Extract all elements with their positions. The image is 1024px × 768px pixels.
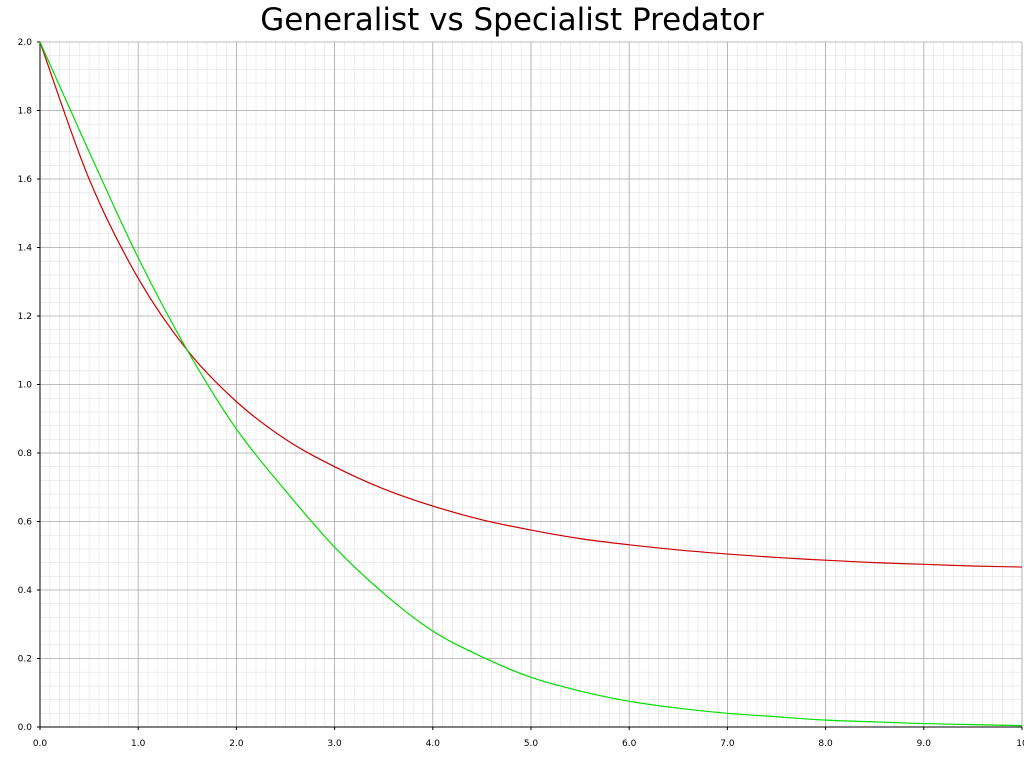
x-tick-label: 0.0 (33, 739, 48, 749)
x-tick-label: 8.0 (818, 739, 833, 749)
series-lines (39, 41, 1023, 727)
x-tick-label: 3.0 (327, 739, 342, 749)
y-tick-label: 1.6 (18, 175, 33, 185)
y-tick-label: 0.6 (18, 518, 33, 528)
y-tick-label: 1.2 (18, 312, 32, 322)
y-tick-label: 1.4 (18, 244, 33, 254)
y-tick-label: 1.0 (18, 381, 33, 391)
x-axis-ticks: 0.0 1.0 2.0 3.0 4.0 5.0 6.0 7.0 8.0 9.0 10 (33, 727, 1024, 749)
x-tick-label: 10 (1016, 739, 1024, 749)
y-tick-label: 0.2 (18, 655, 32, 665)
y-tick-label: 0.0 (18, 723, 33, 733)
y-axis-ticks: 0.0 0.2 0.4 0.6 0.8 1.0 1.2 1.4 1.6 1.8 2.0 (18, 38, 40, 733)
x-tick-label: 5.0 (524, 739, 539, 749)
y-tick-label: 2.0 (18, 38, 33, 48)
y-tick-label: 0.4 (18, 586, 33, 596)
x-tick-label: 6.0 (622, 739, 637, 749)
series-line-1 (39, 41, 1023, 568)
y-tick-label: 1.8 (18, 107, 33, 117)
y-tick-label: 0.8 (18, 449, 33, 459)
x-tick-label: 9.0 (917, 739, 932, 749)
series-line-2 (39, 41, 1023, 727)
x-tick-label: 4.0 (426, 739, 441, 749)
x-tick-label: 2.0 (229, 739, 244, 749)
x-tick-label: 7.0 (720, 739, 735, 749)
x-tick-label: 1.0 (131, 739, 146, 749)
chart-title: Generalist vs Specialist Predator (260, 2, 764, 38)
